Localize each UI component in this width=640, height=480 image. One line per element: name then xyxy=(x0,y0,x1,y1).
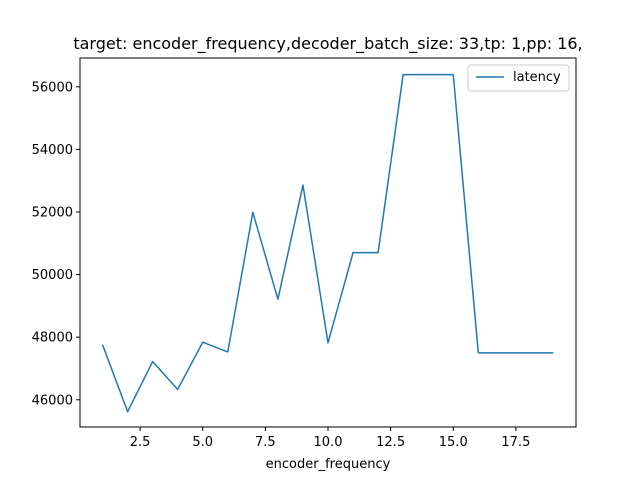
legend-label-latency: latency xyxy=(513,70,561,85)
legend-frame xyxy=(467,64,570,92)
x-tick-label: 15.0 xyxy=(439,435,468,450)
x-tick-label: 7.5 xyxy=(255,435,276,450)
y-tick-label: 52000 xyxy=(32,205,73,220)
x-tick-label: 5.0 xyxy=(192,435,213,450)
x-tick-label: 17.5 xyxy=(501,435,530,450)
series-group xyxy=(101,73,554,413)
x-axis-ticks: 2.5 5.0 7.5 10.0 12.5 15.0 17.5 xyxy=(130,427,530,450)
y-tick-label: 48000 xyxy=(32,331,73,346)
legend: latency xyxy=(467,64,570,92)
y-axis-ticks: 46000 48000 50000 52000 54000 56000 xyxy=(32,80,80,408)
y-tick-label: 46000 xyxy=(32,393,73,408)
x-axis-label: encoder_frequency xyxy=(266,457,391,472)
chart-title: target: encoder_frequency,decoder_batch_… xyxy=(73,34,582,54)
y-tick-label: 50000 xyxy=(32,268,73,283)
series-line-latency xyxy=(101,73,554,413)
plot-area xyxy=(79,57,577,428)
y-tick-label: 56000 xyxy=(32,80,73,95)
x-tick-label: 12.5 xyxy=(376,435,405,450)
y-tick-label: 54000 xyxy=(32,143,73,158)
x-tick-label: 10.0 xyxy=(314,435,343,450)
x-tick-label: 2.5 xyxy=(130,435,151,450)
